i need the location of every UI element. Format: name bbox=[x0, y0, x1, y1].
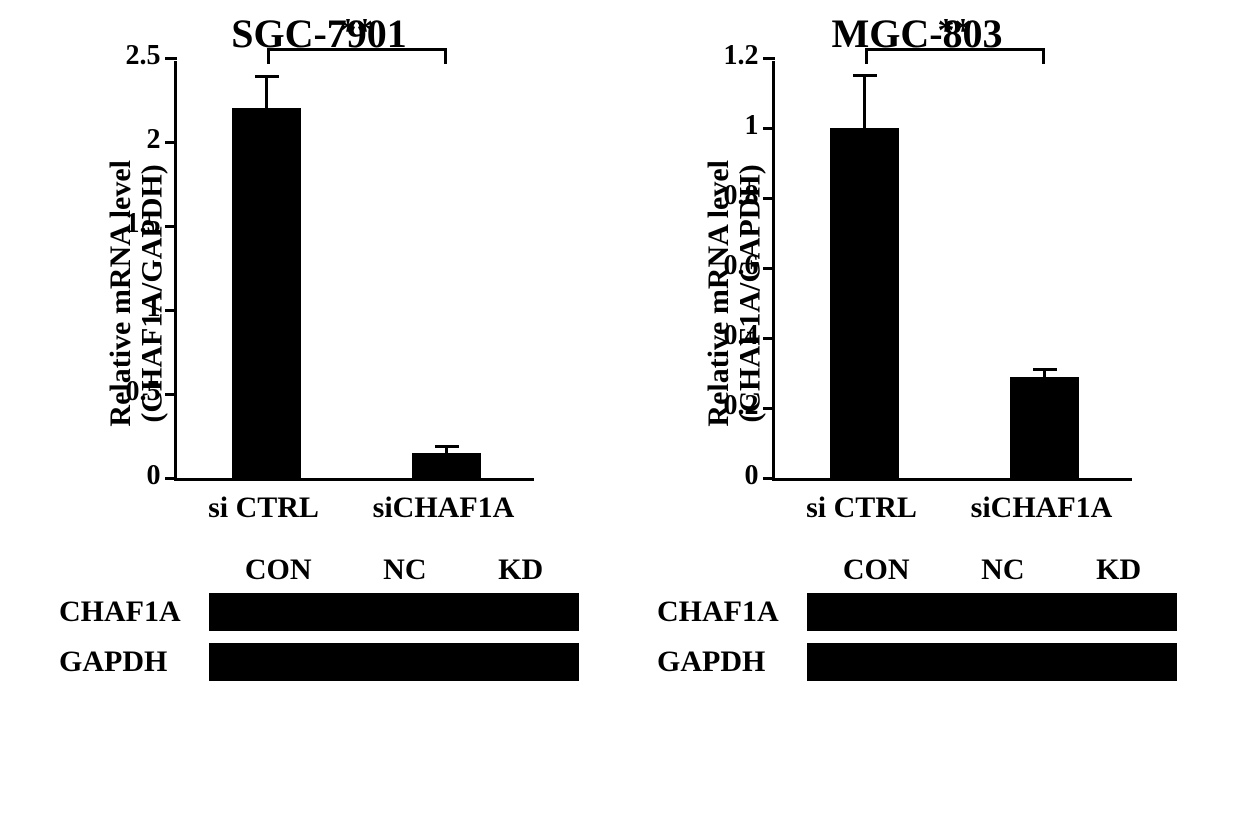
axes: 00.20.40.60.811.2** si CTRL siCHAF1A bbox=[772, 61, 1132, 525]
x-label: siCHAF1A bbox=[354, 491, 534, 525]
bar bbox=[232, 108, 300, 478]
x-axis-labels: si CTRL siCHAF1A bbox=[174, 491, 534, 525]
error-bar bbox=[863, 76, 866, 129]
blot-band bbox=[807, 593, 1177, 631]
x-label: si CTRL bbox=[174, 491, 354, 525]
y-tick-label: 0.6 bbox=[724, 250, 759, 282]
panel-mgc803: MGC-803 Relative mRNA level (CHAF1A/GAPD… bbox=[637, 10, 1197, 821]
significance-bracket bbox=[865, 48, 1045, 64]
significance-bracket bbox=[267, 48, 447, 64]
blot-band bbox=[209, 593, 579, 631]
y-tick bbox=[763, 57, 775, 60]
y-tick-label: 1 bbox=[147, 292, 161, 324]
y-tick-label: 0.4 bbox=[724, 320, 759, 352]
axes: 00.511.522.5** si CTRL siCHAF1A bbox=[174, 61, 534, 525]
blot-row: GAPDH bbox=[657, 643, 1177, 681]
y-tick-label: 0.8 bbox=[724, 180, 759, 212]
chart-wrap: Relative mRNA level (CHAF1A/GAPDH) 00.51… bbox=[105, 61, 534, 525]
plot-area: 00.20.40.60.811.2** bbox=[772, 61, 1132, 481]
y-tick-label: 0.5 bbox=[126, 376, 161, 408]
blot-header: CON bbox=[245, 553, 312, 587]
blot-label: GAPDH bbox=[59, 645, 209, 679]
blot-band bbox=[209, 643, 579, 681]
y-tick-label: 0.2 bbox=[724, 390, 759, 422]
blot-row: GAPDH bbox=[59, 643, 579, 681]
plot-area: 00.511.522.5** bbox=[174, 61, 534, 481]
blot-label: CHAF1A bbox=[657, 595, 807, 629]
x-label: si CTRL bbox=[772, 491, 952, 525]
chart-wrap: Relative mRNA level (CHAF1A/GAPDH) 00.20… bbox=[703, 61, 1132, 525]
blot-header: NC bbox=[383, 553, 426, 587]
y-tick-label: 0 bbox=[745, 460, 759, 492]
bar bbox=[1010, 377, 1078, 479]
y-tick bbox=[165, 57, 177, 60]
y-tick-label: 0 bbox=[147, 460, 161, 492]
significance-stars: ** bbox=[340, 12, 374, 50]
y-tick bbox=[165, 477, 177, 480]
y-tick bbox=[763, 197, 775, 200]
western-blot: CON NC KD CHAF1A GAPDH bbox=[657, 553, 1177, 693]
blot-band bbox=[807, 643, 1177, 681]
bar bbox=[412, 453, 480, 478]
y-tick-label: 1 bbox=[745, 110, 759, 142]
blot-label: CHAF1A bbox=[59, 595, 209, 629]
error-cap bbox=[1033, 368, 1057, 371]
y-tick bbox=[165, 309, 177, 312]
blot-header: CON bbox=[843, 553, 910, 587]
blot-header: KD bbox=[1096, 553, 1141, 587]
error-cap bbox=[435, 445, 459, 448]
y-tick-label: 1.5 bbox=[126, 208, 161, 240]
blot-row: CHAF1A bbox=[59, 593, 579, 631]
blot-headers: CON NC KD bbox=[59, 553, 579, 587]
x-axis-labels: si CTRL siCHAF1A bbox=[772, 491, 1132, 525]
blot-headers: CON NC KD bbox=[657, 553, 1177, 587]
y-tick bbox=[763, 337, 775, 340]
error-cap bbox=[853, 74, 877, 77]
blot-label: GAPDH bbox=[657, 645, 807, 679]
y-tick bbox=[763, 407, 775, 410]
error-cap bbox=[255, 75, 279, 78]
error-bar bbox=[265, 77, 268, 109]
blot-header: NC bbox=[981, 553, 1024, 587]
blot-header: KD bbox=[498, 553, 543, 587]
y-tick bbox=[165, 141, 177, 144]
y-tick bbox=[763, 267, 775, 270]
x-label: siCHAF1A bbox=[952, 491, 1132, 525]
y-tick-label: 2 bbox=[147, 124, 161, 156]
blot-row: CHAF1A bbox=[657, 593, 1177, 631]
panel-sgc7901: SGC-7901 Relative mRNA level (CHAF1A/GAP… bbox=[39, 10, 599, 821]
y-tick bbox=[763, 127, 775, 130]
significance-stars: ** bbox=[938, 12, 972, 50]
y-tick bbox=[165, 393, 177, 396]
y-tick bbox=[763, 477, 775, 480]
y-tick-label: 1.2 bbox=[724, 40, 759, 72]
western-blot: CON NC KD CHAF1A GAPDH bbox=[59, 553, 579, 693]
y-tick bbox=[165, 225, 177, 228]
y-tick-label: 2.5 bbox=[126, 40, 161, 72]
bar bbox=[830, 128, 898, 478]
